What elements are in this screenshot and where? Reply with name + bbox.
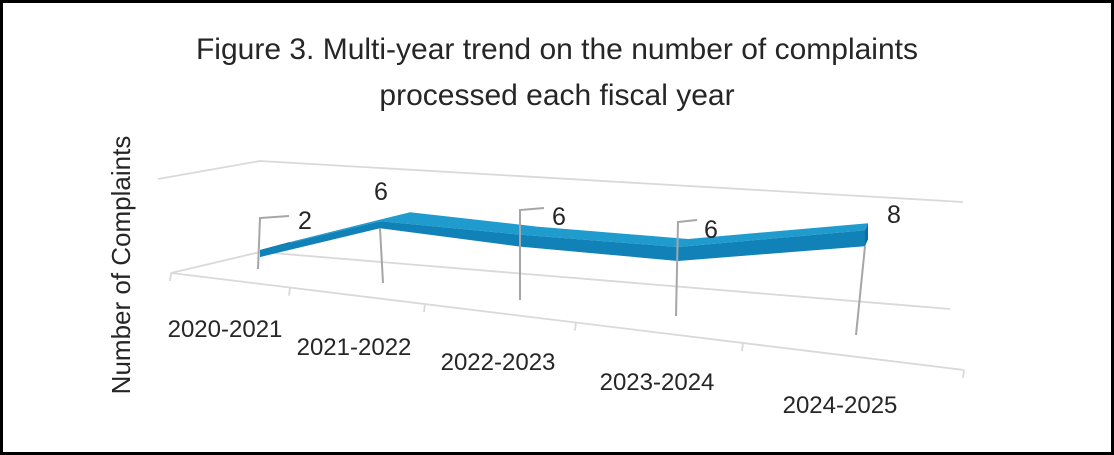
data-label: 6 xyxy=(704,216,718,244)
floor-back-edge xyxy=(259,251,951,310)
data-label: 6 xyxy=(374,178,388,206)
category-axis-tick xyxy=(288,287,291,296)
data-label: 2 xyxy=(298,207,312,235)
drop-line xyxy=(855,246,866,336)
complaints-trend-3d-chart: 2 6 6 6 8 2020-2021 2021-2022 2022-2023 2023-202… xyxy=(157,160,965,419)
category-axis-tick xyxy=(169,272,172,282)
category-axis-tick xyxy=(574,322,577,331)
category-axis-line xyxy=(170,272,965,371)
category-axis-tick xyxy=(962,369,965,379)
category-axis-tick xyxy=(423,303,426,313)
category-axis-label: 2022-2023 xyxy=(441,349,556,376)
data-label-callout-line xyxy=(675,219,698,317)
data-label: 6 xyxy=(552,203,566,231)
chart-title-line-1: Figure 3. Multi-year trend on the number… xyxy=(195,33,918,66)
drop-line xyxy=(379,228,384,284)
floor-left-edge xyxy=(170,251,261,274)
data-label-callout-line xyxy=(519,207,545,300)
ribbon-right-end-cap xyxy=(865,223,868,247)
chart-title: Figure 3. Multi-year trend on the number… xyxy=(3,27,1111,119)
data-label-callout-line xyxy=(257,215,290,270)
data-label: 8 xyxy=(887,201,901,229)
category-axis-tick xyxy=(741,342,744,352)
back-wall-top-gridline xyxy=(157,160,964,203)
category-axis-label: 2024-2025 xyxy=(783,392,898,419)
ribbon-front-face xyxy=(260,221,865,261)
ribbon-top-face xyxy=(260,212,868,250)
category-axis-label: 2023-2024 xyxy=(600,369,715,396)
chart-title-line-2: processed each fiscal year xyxy=(379,79,735,112)
category-axis-label: 2021-2022 xyxy=(297,334,412,361)
category-axis-label: 2020-2021 xyxy=(168,316,283,343)
